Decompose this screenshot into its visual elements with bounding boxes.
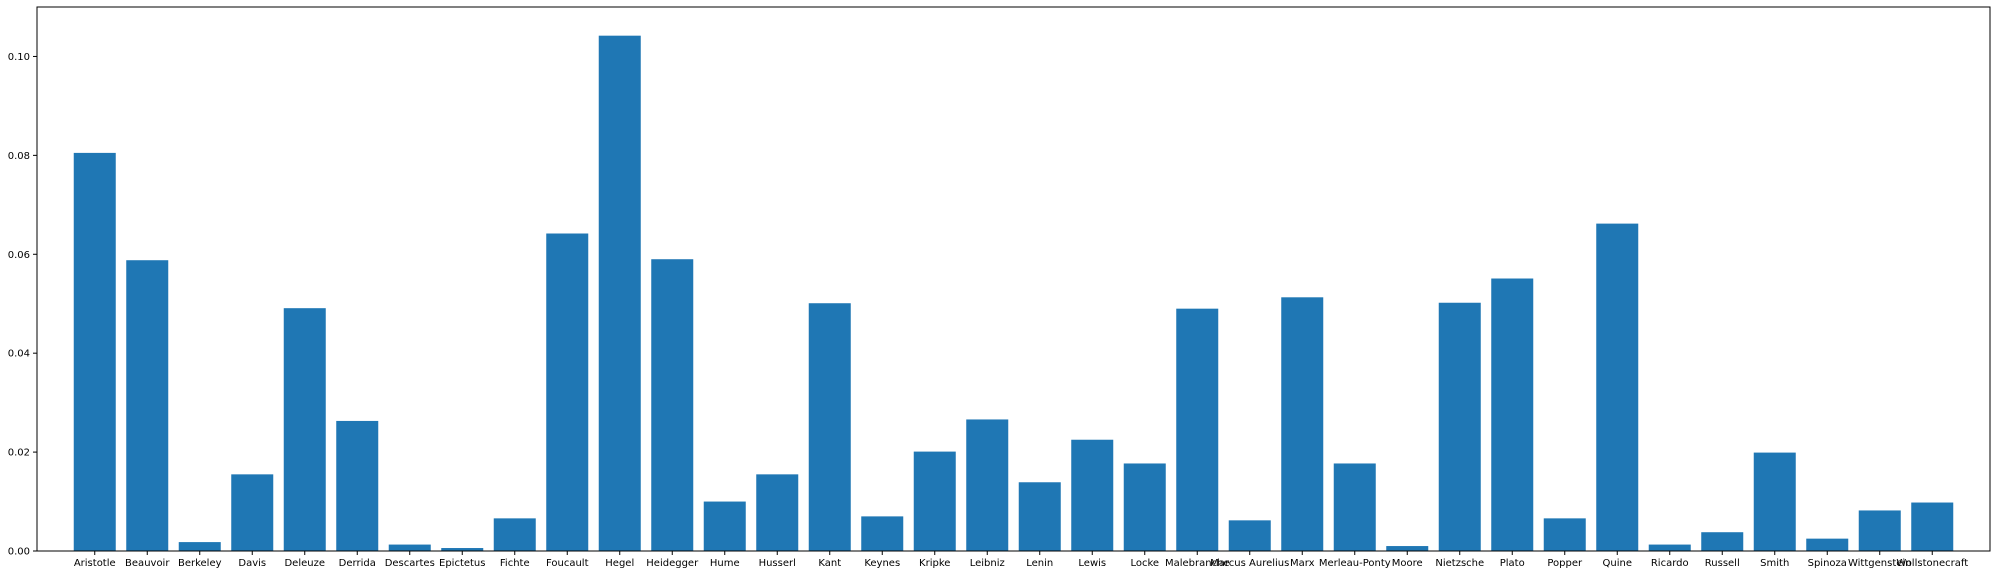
bar-malebranche [1176, 308, 1219, 551]
bar-beauvoir [126, 260, 169, 551]
x-tick-label: Kripke [919, 558, 950, 569]
x-tick-label: Lenin [1026, 558, 1053, 569]
x-tick-label: Heidegger [646, 558, 699, 569]
x-axis: Aristotle Beauvoir Berkeley Davis Deleuze Der… [74, 551, 1968, 569]
y-tick-label: 0.02 [8, 448, 30, 459]
bar-lewis [1071, 439, 1114, 551]
y-tick-label: 0.00 [8, 547, 30, 558]
bar-nietzsche [1438, 302, 1481, 551]
x-tick-label: Kant [818, 558, 841, 569]
x-tick-label: Foucault [546, 558, 589, 569]
bar-keynes [861, 516, 904, 551]
x-tick-label: Merleau-Ponty [1319, 558, 1391, 569]
x-tick-label: Davis [238, 558, 266, 569]
x-tick-label: Hegel [605, 558, 634, 569]
x-tick-label: Beauvoir [125, 558, 170, 569]
bar-moore [1386, 546, 1429, 551]
plot-frame [36, 6, 1991, 552]
x-tick-label: Malebranche [1165, 558, 1230, 569]
x-tick-label: Leibniz [970, 558, 1005, 569]
x-tick-label: Berkeley [178, 558, 222, 569]
bar-wittgenstein [1858, 510, 1901, 551]
x-tick-label: Fichte [500, 558, 530, 569]
x-tick-label: Wittgenstein [1848, 558, 1912, 569]
y-tick-label: 0.04 [8, 349, 30, 360]
bar-hegel [598, 35, 641, 552]
bar-smith [1753, 452, 1796, 551]
bar-epictetus [441, 548, 484, 551]
bar-aristotle [73, 152, 116, 551]
bar-wollstonecraft [1911, 502, 1954, 551]
x-tick-label: Derrida [339, 558, 376, 569]
x-tick-label: Spinoza [1808, 558, 1847, 569]
bar-descartes [388, 544, 431, 551]
bar-fichte [493, 518, 536, 551]
bar-derrida [336, 420, 379, 551]
x-tick-label: Moore [1392, 558, 1423, 569]
bar-foucault [546, 233, 589, 551]
bar-quine [1596, 223, 1639, 552]
x-tick-label: Descartes [385, 558, 435, 569]
x-tick-label: Marcus Aurelius [1210, 558, 1289, 569]
x-tick-label: Keynes [864, 558, 900, 569]
x-tick-label: Smith [1760, 558, 1789, 569]
bar-deleuze [283, 308, 326, 551]
bar-popper [1543, 518, 1586, 551]
x-tick-label: Quine [1603, 558, 1632, 569]
bar-ricardo [1648, 544, 1691, 551]
x-tick-label: Lewis [1078, 558, 1106, 569]
bar-marx [1281, 297, 1324, 551]
bar-merleau-ponty [1333, 463, 1376, 551]
bar-marcus-aurelius [1228, 520, 1271, 551]
bar-plato [1491, 278, 1534, 551]
x-tick-label: Marx [1290, 558, 1315, 569]
bar-husserl [756, 474, 799, 551]
bar-kripke [913, 451, 956, 551]
bar-berkeley [178, 542, 221, 551]
bar-heidegger [651, 259, 694, 551]
bar-hume [703, 501, 746, 551]
x-tick-label: Plato [1500, 558, 1525, 569]
x-tick-label: Popper [1547, 558, 1583, 569]
x-tick-label: Aristotle [74, 558, 116, 569]
x-tick-label: Hume [710, 558, 740, 569]
x-tick-label: Wollstonecraft [1896, 558, 1968, 569]
x-tick-label: Deleuze [284, 558, 325, 569]
bars-group [73, 35, 1954, 552]
y-tick-label: 0.06 [8, 250, 30, 261]
bar-leibniz [966, 419, 1009, 551]
x-tick-label: Russell [1705, 558, 1740, 569]
x-tick-label: Locke [1130, 558, 1159, 569]
bar-davis [231, 474, 274, 551]
bar-lenin [1018, 482, 1061, 551]
x-tick-label: Epictetus [439, 558, 485, 569]
bar-kant [808, 303, 851, 551]
y-axis: 0.00 0.02 0.04 0.06 0.08 0.10 [8, 52, 37, 558]
y-tick-label: 0.08 [8, 151, 30, 162]
bar-russell [1701, 532, 1744, 551]
bar-spinoza [1806, 538, 1849, 551]
x-tick-label: Husserl [759, 558, 796, 569]
x-tick-label: Ricardo [1651, 558, 1689, 569]
bar-locke [1123, 463, 1166, 551]
y-tick-label: 0.10 [8, 52, 30, 63]
x-tick-label: Nietzsche [1435, 558, 1484, 569]
